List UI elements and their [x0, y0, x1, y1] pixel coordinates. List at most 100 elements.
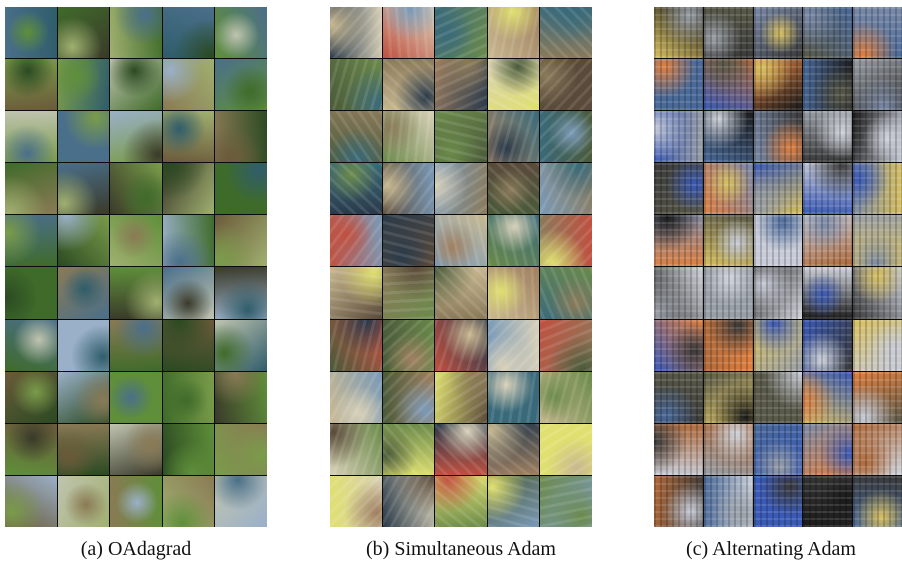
sample-tile [487, 59, 540, 111]
sample-tile [57, 215, 110, 267]
sample-tile [803, 163, 853, 215]
sample-tile [487, 423, 540, 475]
sample-tile [435, 371, 487, 423]
sample-tile [5, 267, 57, 319]
sample-tile [853, 215, 902, 267]
oadagrad-sample-grid [5, 7, 267, 527]
sample-tile [853, 111, 902, 163]
sample-tile [654, 475, 703, 527]
sample-tile [382, 7, 435, 59]
sample-tile [753, 371, 803, 423]
sample-tile [382, 111, 435, 163]
sample-tile [540, 371, 592, 423]
sample-tile [435, 267, 487, 319]
sample-tile [703, 163, 753, 215]
sample-tile [654, 163, 703, 215]
sample-tile [162, 163, 215, 215]
sample-tile [435, 111, 487, 163]
sample-tile [803, 7, 853, 59]
sample-tile [853, 423, 902, 475]
sample-tile [753, 423, 803, 475]
sample-tile [753, 7, 803, 59]
sample-tile [540, 111, 592, 163]
sample-tile [110, 215, 162, 267]
sample-tile [110, 423, 162, 475]
sample-tile [162, 59, 215, 111]
sample-tile [753, 163, 803, 215]
sample-tile [5, 423, 57, 475]
sample-tile [540, 163, 592, 215]
sample-tile [215, 371, 267, 423]
sample-tile [330, 475, 382, 527]
sample-tile [5, 215, 57, 267]
sample-tile [215, 423, 267, 475]
sample-tile [540, 423, 592, 475]
sample-tile [57, 267, 110, 319]
sample-tile [435, 475, 487, 527]
sample-tile [753, 319, 803, 371]
sample-tile [853, 59, 902, 111]
sample-tile [162, 267, 215, 319]
sample-tile [654, 371, 703, 423]
sample-tile [5, 319, 57, 371]
sample-tile [487, 267, 540, 319]
sample-tile [57, 319, 110, 371]
sample-tile [654, 7, 703, 59]
sample-tile [57, 163, 110, 215]
sample-tile [382, 215, 435, 267]
sample-tile [853, 319, 902, 371]
sample-tile [5, 111, 57, 163]
sample-tile [215, 111, 267, 163]
sample-tile [5, 59, 57, 111]
sample-tile [162, 475, 215, 527]
sample-tile [382, 267, 435, 319]
sample-tile [540, 59, 592, 111]
sample-tile [162, 423, 215, 475]
sample-tile [853, 475, 902, 527]
sample-tile [110, 371, 162, 423]
sample-tile [57, 423, 110, 475]
sample-tile [540, 319, 592, 371]
sample-tile [382, 475, 435, 527]
sample-tile [803, 215, 853, 267]
sample-tile [487, 475, 540, 527]
sample-tile [487, 163, 540, 215]
sample-tile [110, 319, 162, 371]
sample-tile [382, 371, 435, 423]
sample-tile [540, 475, 592, 527]
sample-tile [435, 215, 487, 267]
sample-tile [110, 267, 162, 319]
sample-tile [703, 475, 753, 527]
sample-tile [487, 319, 540, 371]
sample-tile [57, 371, 110, 423]
sample-tile [540, 215, 592, 267]
sample-tile [654, 215, 703, 267]
sample-tile [162, 215, 215, 267]
sample-tile [853, 371, 902, 423]
sample-tile [330, 111, 382, 163]
sample-tile [803, 475, 853, 527]
caption-oadagrad: (a) OAdagrad [80, 538, 192, 560]
sample-tile [703, 215, 753, 267]
sample-tile [703, 59, 753, 111]
sample-tile [435, 7, 487, 59]
sample-tile [703, 371, 753, 423]
sample-tile [803, 319, 853, 371]
sample-tile [215, 475, 267, 527]
sample-tile [753, 267, 803, 319]
sample-tile [330, 7, 382, 59]
sample-tile [215, 215, 267, 267]
sample-tile [382, 163, 435, 215]
sample-tile [435, 423, 487, 475]
sample-tile [110, 7, 162, 59]
sample-tile [110, 111, 162, 163]
sample-tile [382, 319, 435, 371]
sample-tile [110, 475, 162, 527]
sample-tile [487, 111, 540, 163]
sample-tile [853, 163, 902, 215]
sample-tile [162, 319, 215, 371]
sample-tile [803, 371, 853, 423]
sample-tile [703, 319, 753, 371]
sample-tile [382, 423, 435, 475]
sample-tile [162, 111, 215, 163]
